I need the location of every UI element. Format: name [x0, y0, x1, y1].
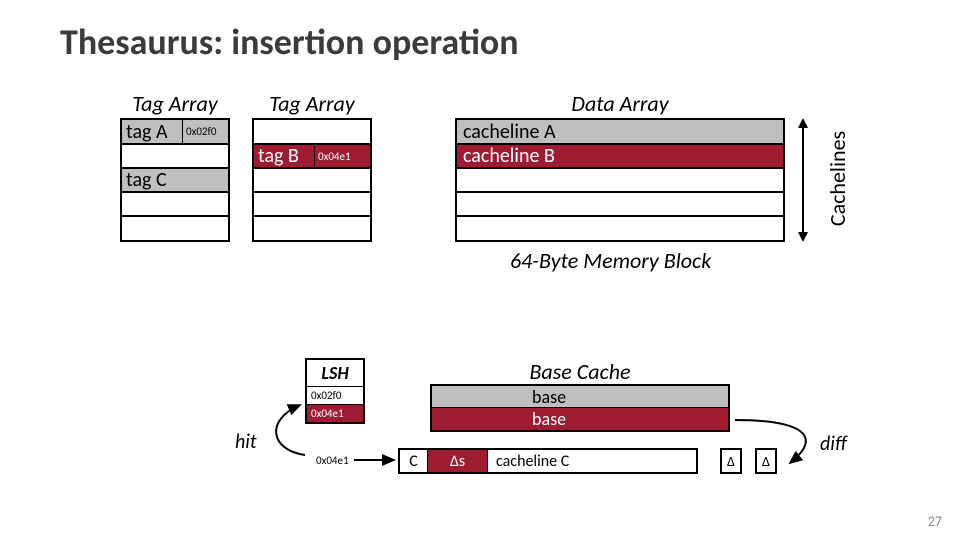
lsh-row: 0x02f0	[307, 387, 363, 405]
table-row: tag B 0x04e1	[254, 144, 370, 168]
base-row: base	[432, 386, 728, 408]
data-array: cacheline A cacheline B	[455, 118, 785, 242]
table-row	[254, 120, 370, 144]
table-row: tag A 0x02f0	[122, 120, 228, 144]
hex-cell: 0x02f0	[182, 120, 219, 143]
tag-array-2-label: Tag Array	[252, 90, 372, 117]
data-cell: cacheline B	[457, 144, 783, 168]
incoming-seg-delta: ∆s	[428, 450, 488, 472]
tag-cell: tag C	[122, 168, 182, 192]
table-row	[254, 216, 370, 240]
slide-title: Thesaurus: insertion operation	[60, 20, 519, 64]
tag-cell: tag A	[122, 120, 182, 144]
lsh-box: LSH 0x02f0 0x04e1	[305, 358, 365, 424]
delta-box: ∆	[720, 448, 742, 474]
tag-array-1-label: Tag Array	[120, 90, 230, 117]
table-row	[122, 144, 228, 168]
cachelines-arrow	[802, 120, 804, 240]
data-array-label: Data Array	[455, 90, 785, 117]
incoming-seg-data: cacheline C	[488, 450, 696, 472]
delta-box: ∆	[755, 448, 777, 474]
base-cache-label: Base Cache	[430, 358, 730, 385]
lsh-row: 0x04e1	[307, 405, 363, 422]
tag-cell: tag B	[254, 144, 314, 168]
cachelines-label: Cachelines	[824, 131, 851, 226]
data-cell: cacheline A	[457, 120, 783, 144]
hex-cell: 0x04e1	[314, 145, 354, 167]
table-row	[457, 216, 783, 240]
table-row	[457, 192, 783, 216]
hex-arrow	[352, 452, 402, 472]
table-row: cacheline A	[457, 120, 783, 144]
incoming-block: C ∆s cacheline C	[398, 448, 698, 474]
table-row: cacheline B	[457, 144, 783, 168]
table-row: tag C	[122, 168, 228, 192]
table-row	[457, 168, 783, 192]
mem-block-label: 64-Byte Memory Block	[510, 247, 711, 274]
tag-array-2: tag B 0x04e1	[252, 118, 372, 242]
tag-array-1: tag A 0x02f0 tag C	[120, 118, 230, 242]
base-cache: base base	[430, 384, 730, 432]
incoming-hex: 0x04e1	[316, 454, 349, 467]
base-row: base	[432, 408, 728, 430]
table-row	[254, 168, 370, 192]
hit-label: hit	[235, 430, 257, 454]
incoming-seg-tag: C	[400, 450, 428, 472]
diff-label: diff	[820, 432, 847, 456]
table-row	[122, 192, 228, 216]
slide-number: 27	[928, 513, 942, 530]
table-row	[254, 192, 370, 216]
table-row	[122, 216, 228, 240]
lsh-header: LSH	[307, 360, 363, 387]
